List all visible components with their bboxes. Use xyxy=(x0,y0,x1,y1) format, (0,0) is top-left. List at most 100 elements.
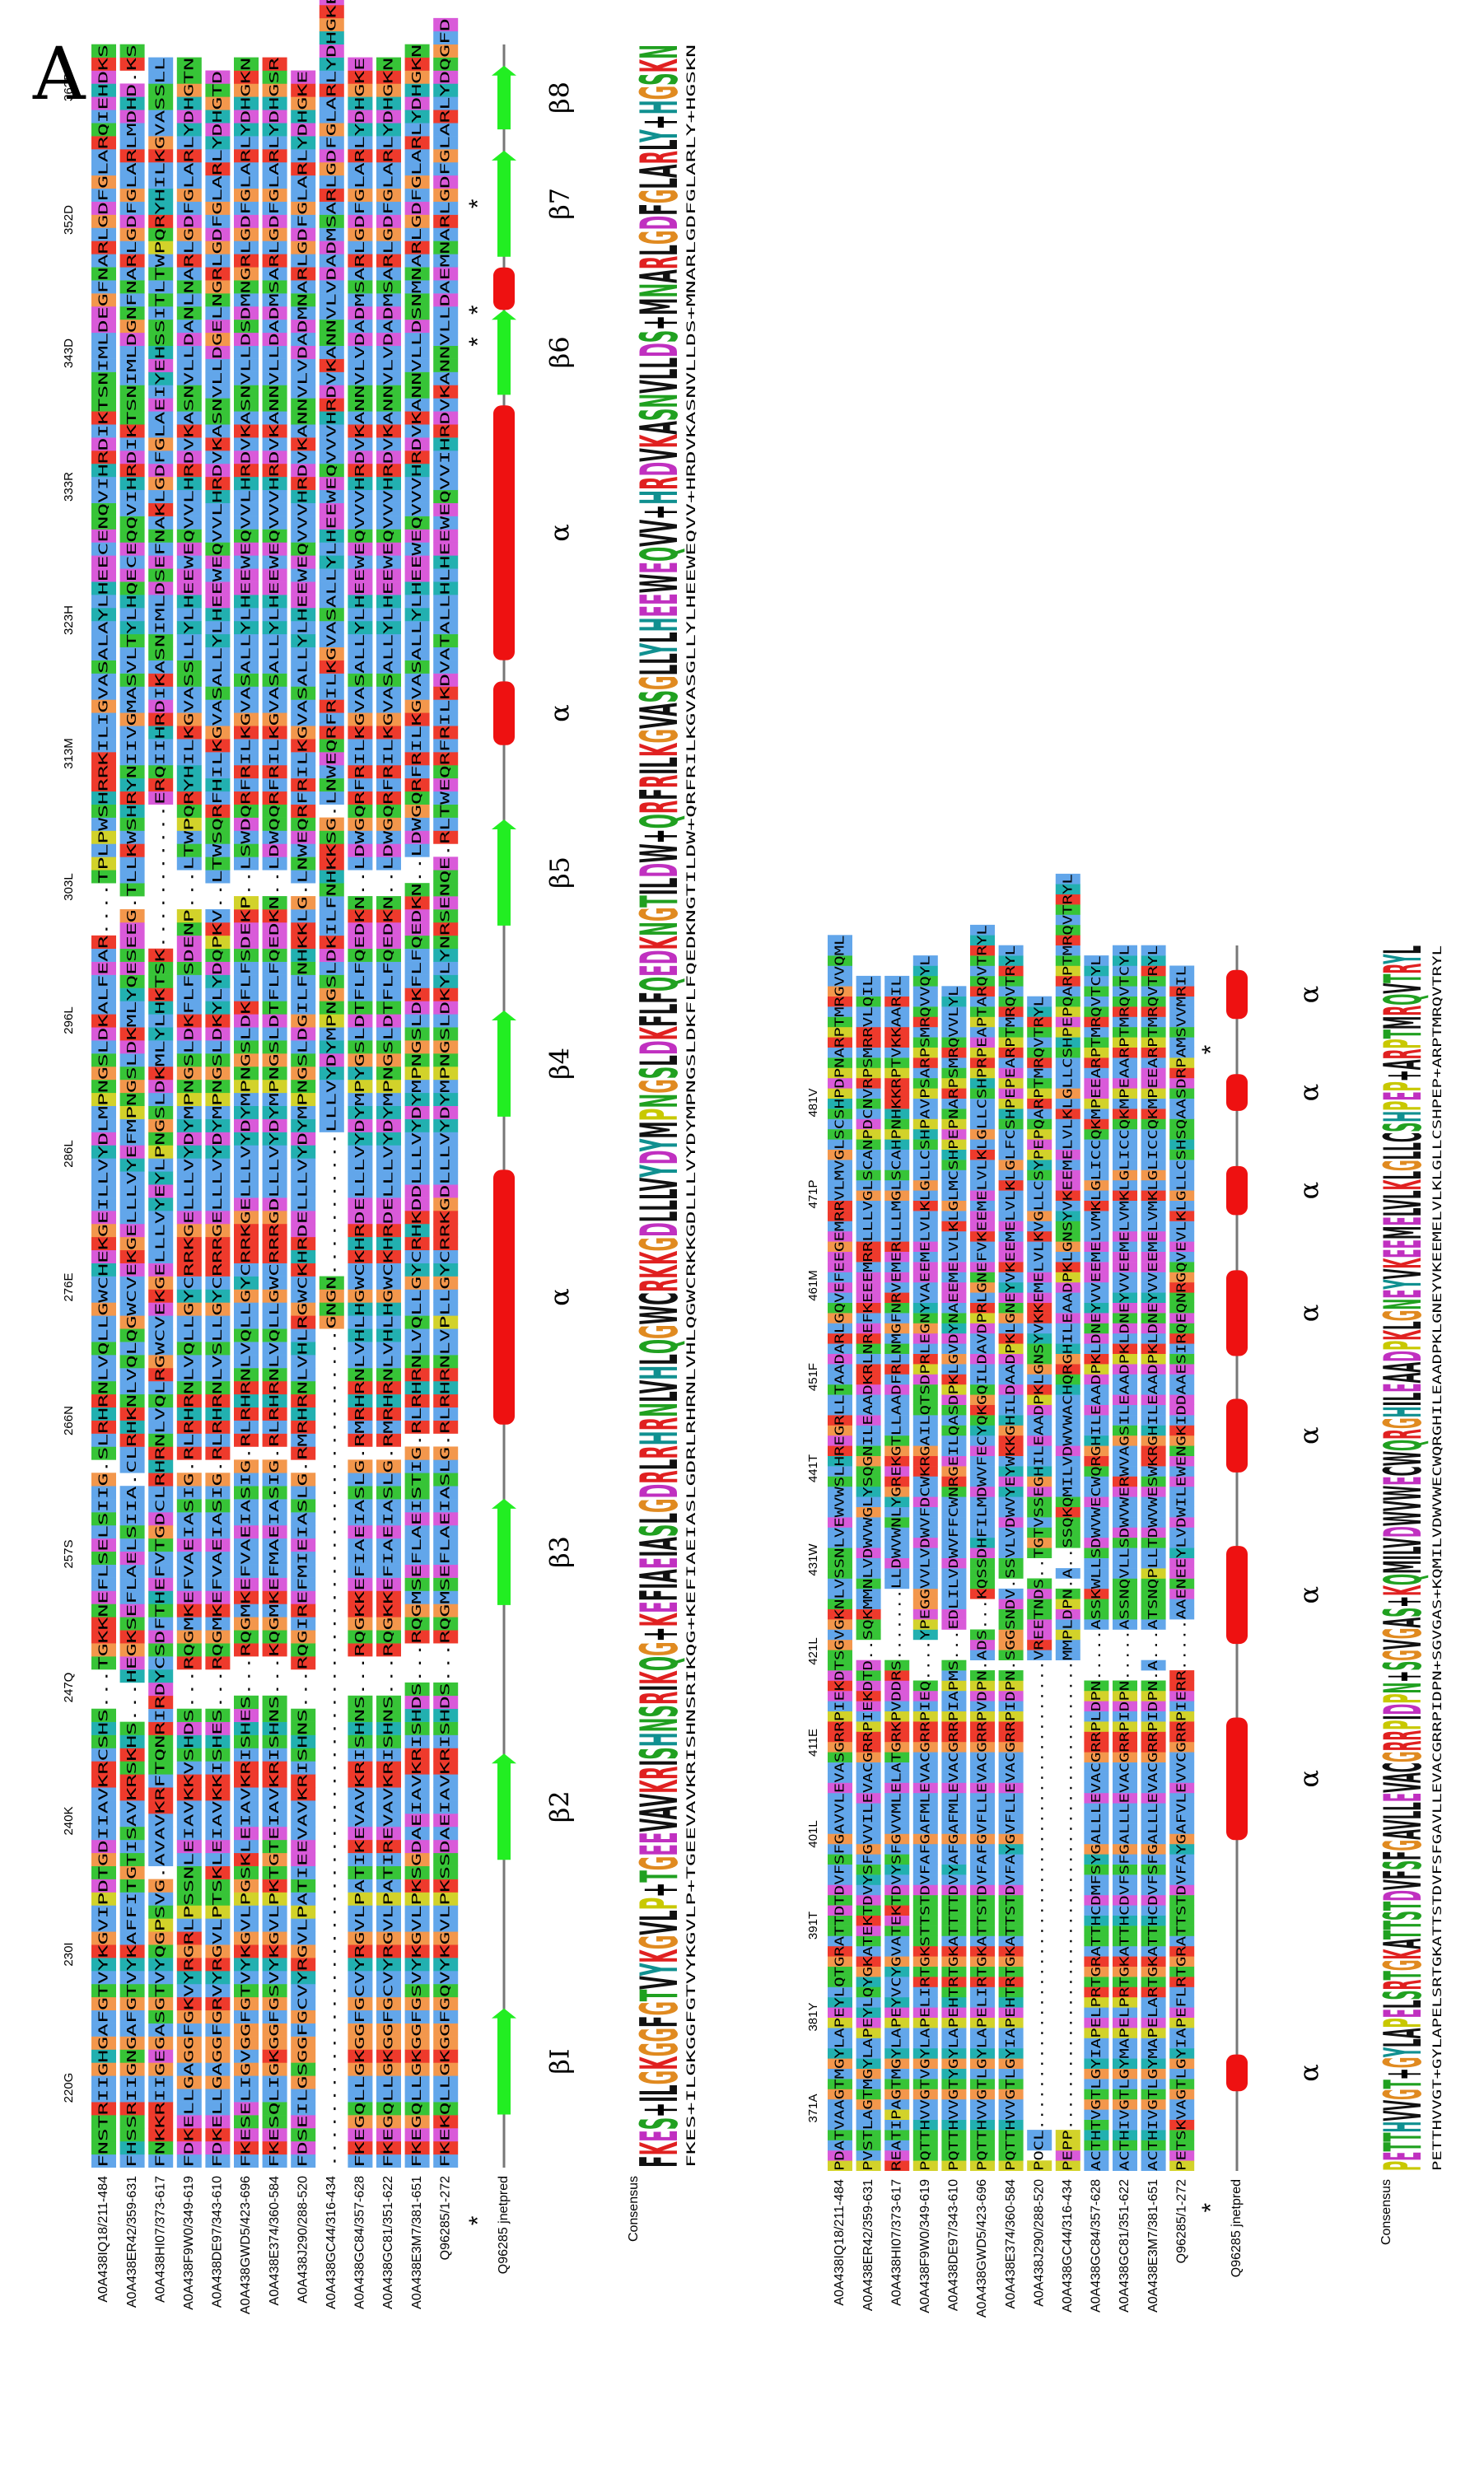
logo-letter: E xyxy=(1373,1239,1433,1249)
residue-cell xyxy=(119,791,145,805)
residue-cell xyxy=(91,1839,116,1854)
logo-letter: G xyxy=(629,2001,689,2015)
residue-cell xyxy=(148,2062,174,2076)
residue-cell xyxy=(176,1603,202,1617)
logo-letter: D xyxy=(629,216,689,231)
residue-cell xyxy=(119,1027,145,1041)
residue-cell xyxy=(148,1538,174,1552)
logo-letter: T xyxy=(1373,2132,1433,2141)
alpha-helix xyxy=(493,267,515,310)
alignment-panel: 220G 230I 240K 247Q 257S 266N 276E 286L 296L 303L… xyxy=(62,0,1444,2318)
residue-cell xyxy=(91,502,116,516)
residue-cell xyxy=(91,358,116,372)
logo-letter: L xyxy=(629,1055,689,1067)
residue-cell xyxy=(176,2089,202,2103)
sequence-name: A0A438GC81/351-622 xyxy=(1118,2179,1132,2313)
residue-cell xyxy=(91,1079,116,1094)
logo-letter: S xyxy=(629,1747,689,1759)
logo-letter: D xyxy=(1373,1890,1433,1902)
residue-cell xyxy=(119,1223,145,1238)
sequence: FDKELLGAGGFGKVYRGRLPSSNLEIAVKKVSHDS...RQ… xyxy=(181,58,196,2168)
sequence: FKEGQLLGKGGFGCVYRGVLPATIREVAVKRISHNS...R… xyxy=(381,58,396,2168)
logo-letter: R xyxy=(629,1470,689,1483)
residue-cell xyxy=(119,1315,145,1329)
residue-cell xyxy=(119,764,145,779)
residue-cell xyxy=(119,804,145,818)
structure-label: βI xyxy=(544,2049,576,2075)
residue-cell xyxy=(91,647,116,661)
residue-cell xyxy=(91,1001,116,1015)
residue-cell xyxy=(91,752,116,766)
residue-cell xyxy=(176,1551,202,1565)
logo-letter: Q xyxy=(629,814,689,829)
sequence-name: A0A438E3M7/381-651 xyxy=(410,2176,424,2309)
residue-cell xyxy=(119,332,145,347)
structure-label: α xyxy=(1294,1426,1325,1445)
residue-cell xyxy=(148,752,174,766)
logo-letter: Y xyxy=(629,1138,689,1151)
residue-cell xyxy=(91,1996,116,2011)
residue-cell xyxy=(119,1551,145,1565)
logo-letter: + xyxy=(629,2103,689,2117)
logo-letter: V xyxy=(629,715,689,729)
residue-cell xyxy=(119,948,145,962)
logo-letter: L xyxy=(629,2084,689,2096)
logo-letter: K xyxy=(629,434,689,448)
logo-letter: V xyxy=(629,448,689,462)
residue-cell xyxy=(91,1367,116,1382)
residue-cell xyxy=(148,332,174,347)
residue-cell xyxy=(119,542,145,556)
sequence-name: A0A438ER42/359-631 xyxy=(125,2176,139,2308)
logo-letter: G xyxy=(1373,2057,1433,2068)
logo-letter: N xyxy=(1373,1299,1433,1310)
residue-cell xyxy=(176,1826,202,1841)
sequence: ACTHTVGTLGYIAPELPRTGRATTHCDMFSYGALLLEVAC… xyxy=(1089,955,1104,2171)
position-label: 247Q xyxy=(62,1673,76,1703)
sequence: ACTHIVGTLGYMAPELPRTGKATTHCDVFSFGALLLEVAC… xyxy=(1118,945,1132,2171)
residue-cell xyxy=(91,1826,116,1841)
logo-letter: W xyxy=(1373,1511,1433,1526)
logo-letter: S xyxy=(629,408,689,421)
residue-cell xyxy=(91,673,116,687)
position-label: 296L xyxy=(62,1006,76,1034)
residue-cell xyxy=(148,293,174,307)
residue-cell xyxy=(91,1590,116,1604)
structure-label: α xyxy=(1294,1084,1325,1102)
logo-letter: D xyxy=(629,1151,689,1165)
logo-letter: E xyxy=(629,964,689,977)
residue-cell xyxy=(119,1590,145,1604)
sequence-name: A0A438IQ18/211-484 xyxy=(833,2179,847,2306)
residue-cell xyxy=(176,1524,202,1539)
residue-cell xyxy=(119,1118,145,1132)
residue-cell xyxy=(91,1145,116,1159)
residue-cell xyxy=(176,1263,202,1277)
sequence-name: A0A438HI07/373-617 xyxy=(153,2176,167,2303)
logo-letter: L xyxy=(629,245,689,256)
residue-cell xyxy=(119,240,145,254)
logo-letter: E xyxy=(1373,2151,1433,2160)
residue-cell xyxy=(91,660,116,674)
asterisk: * xyxy=(464,2215,492,2225)
residue-cell xyxy=(148,1473,174,1487)
residue-cell xyxy=(176,2102,202,2116)
logo-letter: A xyxy=(629,703,689,717)
sequence: FHSSRIIGNGAFGTVYKAFFITGTISAVKRSKHS...HEG… xyxy=(124,44,139,2168)
logo-letter: D xyxy=(1373,1351,1433,1362)
alpha-helix xyxy=(493,405,515,661)
residue-cell xyxy=(176,1486,202,1500)
sequence-name: A0A438GC44/316-434 xyxy=(324,2176,338,2309)
logo-letter: S xyxy=(1373,1860,1433,1870)
residue-cell xyxy=(119,529,145,543)
residue-cell xyxy=(176,1944,202,1958)
logo-letter: K xyxy=(1373,1585,1433,1596)
residue-cell xyxy=(119,1826,145,1841)
residue-cell xyxy=(119,398,145,412)
residue-cell xyxy=(148,555,174,569)
sequence-name: A0A438GWD5/423-696 xyxy=(239,2176,253,2314)
residue-cell xyxy=(119,607,145,622)
logo-letter: L xyxy=(1373,1190,1433,1199)
residue-cell xyxy=(148,1355,174,1369)
logo-letter: S xyxy=(629,2117,689,2130)
residue-cell xyxy=(91,70,116,84)
logo-letter: E xyxy=(1373,2009,1433,2018)
